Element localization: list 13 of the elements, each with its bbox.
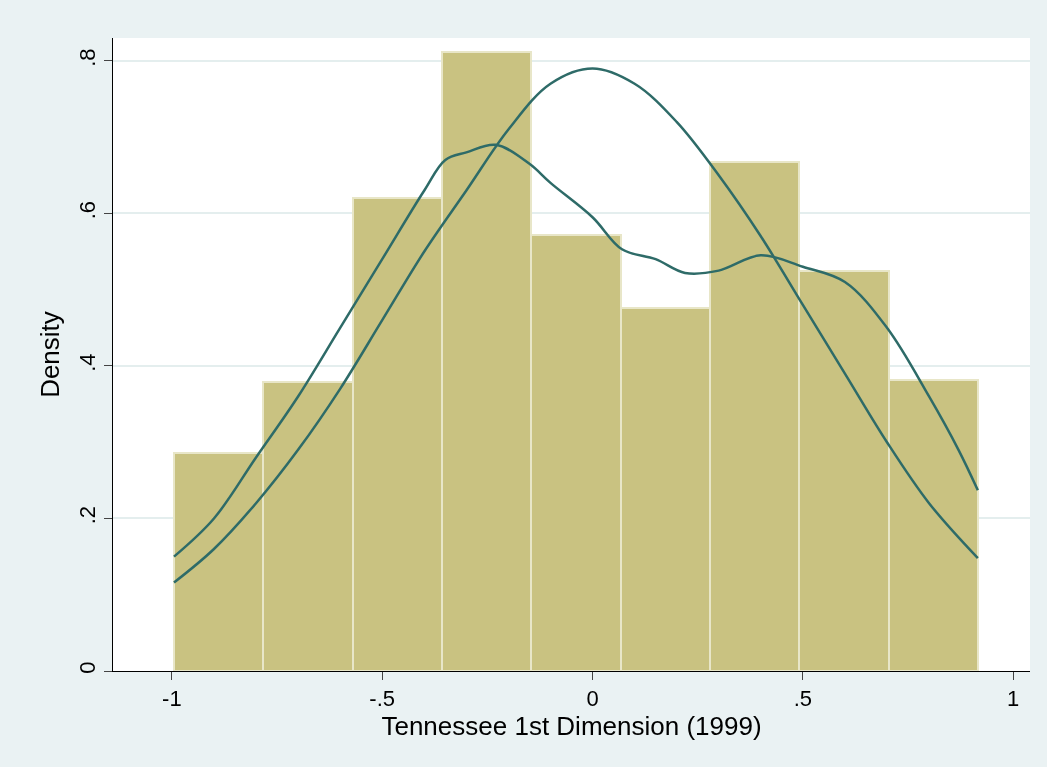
y-tick-label: 0: [75, 661, 101, 674]
x-tick-label: 0: [586, 686, 599, 712]
y-tick-label: .8: [75, 48, 101, 67]
line-series: [172, 67, 980, 584]
x-tick-label: -1: [162, 686, 182, 712]
x-axis-title: Tennessee 1st Dimension (1999): [381, 711, 762, 742]
y-tick-label: .6: [75, 200, 101, 220]
y-tick-label: .2: [75, 505, 101, 525]
x-tick-label: -.5: [369, 686, 396, 712]
x-tick-label: 1: [1007, 686, 1020, 712]
x-tick-label: .5: [793, 686, 813, 712]
y-tick-label: .4: [75, 353, 101, 372]
y-axis-title: Density: [34, 311, 65, 398]
